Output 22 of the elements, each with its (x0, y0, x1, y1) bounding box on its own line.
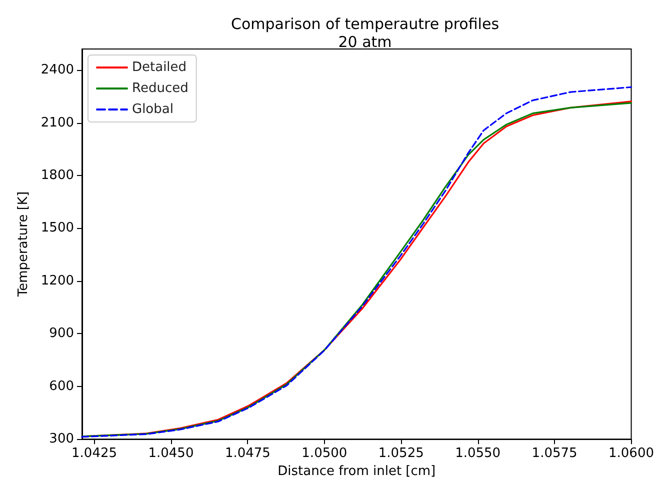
x-tick-label: 1.0425 (72, 446, 118, 462)
y-tick-label: 900 (49, 326, 74, 342)
x-tick-label: 1.0525 (378, 446, 424, 462)
y-tick-label: 1800 (40, 168, 74, 184)
y-tick-label: 2400 (40, 62, 74, 78)
legend-label: Global (132, 102, 174, 117)
y-tick-label: 600 (49, 378, 74, 394)
y-tick-label: 1200 (40, 273, 74, 288)
y-axis-title: Temperature [K] (16, 191, 32, 298)
x-axis-title: Distance from inlet [cm] (278, 464, 436, 479)
chart-title: Comparison of temperautre profiles 20 atm (230, 15, 500, 51)
y-tick-label: 2100 (40, 115, 74, 130)
y-tick-label: 1500 (40, 220, 74, 236)
x-tick-label: 1.0450 (148, 446, 194, 462)
x-tick-label: 1.0600 (608, 446, 654, 462)
x-tick-label: 1.0500 (302, 446, 348, 462)
legend-label: Reduced (132, 81, 188, 96)
x-tick-label: 1.0575 (532, 446, 578, 462)
x-tick-label: 1.0550 (455, 446, 501, 462)
legend-label: Detailed (132, 60, 187, 75)
y-tick-label: 300 (49, 432, 74, 447)
x-tick-label: 1.0475 (224, 446, 270, 462)
